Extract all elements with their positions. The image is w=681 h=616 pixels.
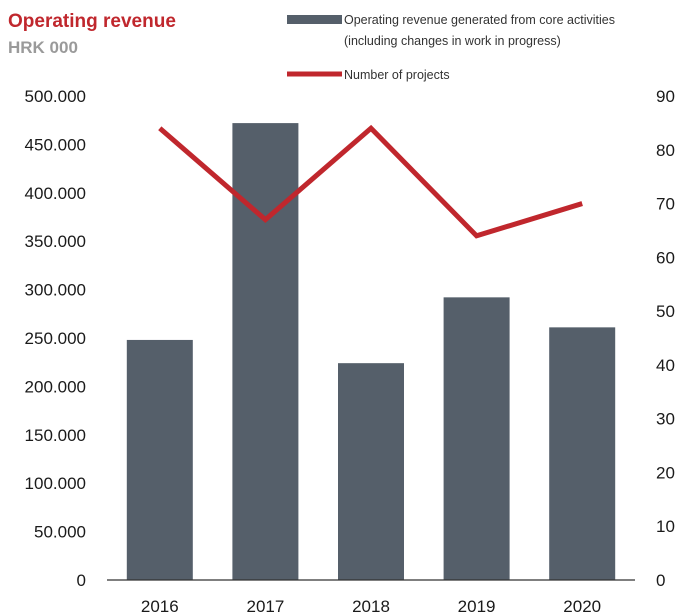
legend: Operating revenue generated from core ac… (287, 13, 615, 82)
right-axis-tick-label: 80 (656, 141, 675, 160)
left-axis-tick-label: 500.000 (25, 87, 86, 106)
bar (232, 123, 299, 580)
projects-line (158, 124, 583, 239)
right-axis-tick-label: 10 (656, 517, 675, 536)
bar (549, 327, 616, 580)
right-axis-tick-label: 0 (656, 571, 665, 590)
legend-line-label: Number of projects (344, 68, 450, 82)
right-axis-tick-label: 50 (656, 302, 675, 321)
x-axis-tick-label: 2019 (458, 597, 496, 616)
left-axis-tick-label: 350.000 (25, 232, 86, 251)
line-series (158, 124, 583, 239)
right-axis-tick-label: 60 (656, 248, 675, 267)
bar (338, 363, 404, 580)
bar (126, 339, 193, 580)
right-axis-tick-label: 20 (656, 463, 675, 482)
right-axis-tick-label: 90 (656, 87, 675, 106)
left-axis-tick-label: 200.000 (25, 377, 86, 396)
chart-title: Operating revenue (8, 11, 176, 32)
legend-bar-label-line-1: Operating revenue generated from core ac… (344, 13, 615, 27)
x-axis-tick-label: 2018 (352, 597, 390, 616)
bar (443, 297, 510, 580)
left-axis-tick-label: 400.000 (25, 184, 86, 203)
right-axis-tick-label: 70 (656, 195, 675, 214)
bar-series (126, 123, 616, 580)
x-axis-tick-label: 2016 (141, 597, 179, 616)
right-axis-tick-label: 30 (656, 410, 675, 429)
right-axis-tick-label: 40 (656, 356, 675, 375)
legend-bar-swatch (287, 15, 342, 24)
left-axis-tick-label: 250.000 (25, 329, 86, 348)
left-axis-tick-label: 300.000 (25, 281, 86, 300)
right-axis: 0 10 20 30 40 50 60 70 80 90 (656, 87, 675, 590)
left-axis-tick-label: 100.000 (25, 474, 86, 493)
left-axis-tick-label: 50.000 (34, 523, 86, 542)
x-axis-tick-label: 2020 (563, 597, 601, 616)
x-axis-tick-label: 2017 (246, 597, 284, 616)
left-axis: 0 50.000 100.000 150.000 200.000 250.000 300.0… (25, 87, 86, 590)
left-axis-tick-label: 150.000 (25, 426, 86, 445)
left-axis-tick-label: 0 (77, 571, 86, 590)
chart-subtitle: HRK 000 (8, 38, 78, 57)
left-axis-tick-label: 450.000 (25, 135, 86, 154)
legend-bar-label-line-2: (including changes in work in progress) (344, 34, 561, 48)
x-axis: 2016 2017 2018 2019 2020 (107, 579, 635, 616)
